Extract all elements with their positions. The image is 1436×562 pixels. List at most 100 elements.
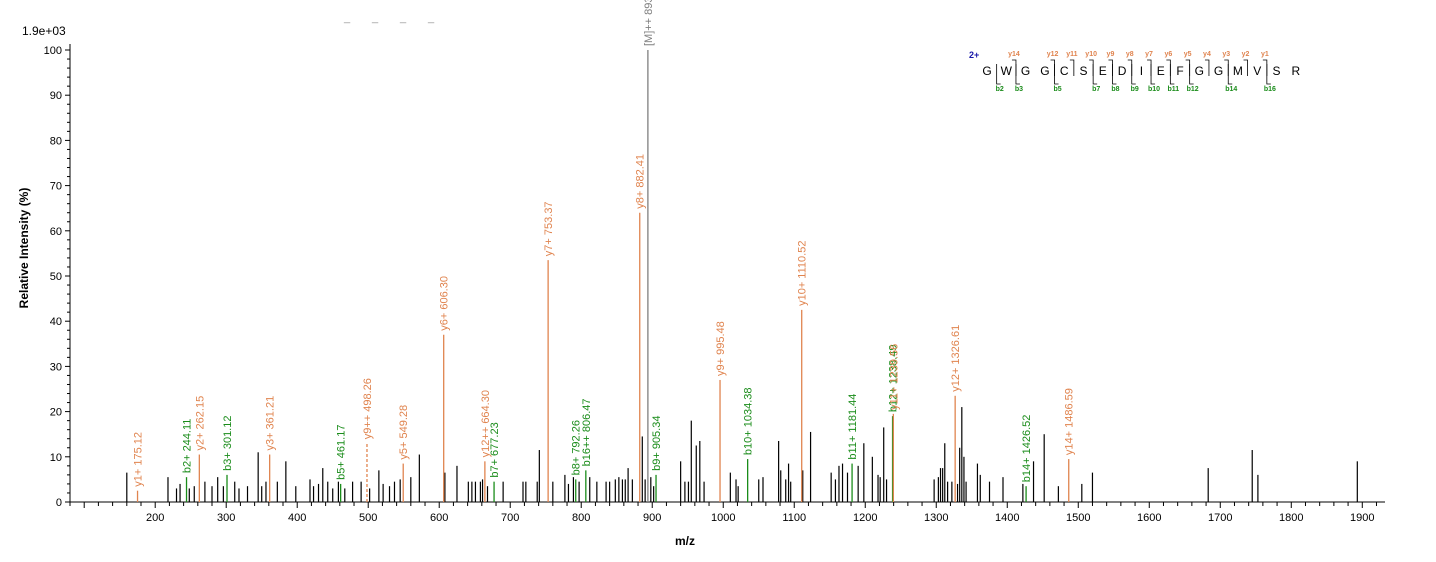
sequence-residue: M: [1233, 64, 1243, 78]
b-ion-bracket: [1189, 64, 1194, 85]
y-ion-peak-label: y6+ 606.30: [439, 276, 451, 331]
x-tick-label: 700: [501, 512, 519, 524]
b-ion-marker: b12: [1187, 86, 1199, 93]
y-tick-label: 50: [50, 271, 62, 283]
y-ion-peak-label: y8+ 882.41: [635, 154, 647, 209]
sequence-residue: S: [1079, 64, 1087, 78]
y-ion-marker: y1: [1261, 51, 1269, 58]
b-ion-peak-label: b3+ 301.12: [222, 416, 234, 471]
b-ion-peak-label: b10+ 1034.38: [743, 387, 755, 455]
y-ion-bracket: [1185, 59, 1191, 76]
y-ion-bracket: [1224, 59, 1229, 76]
sequence-residue: G: [1021, 64, 1030, 78]
y-tick-label: 70: [50, 181, 62, 193]
y-ion-peak-label: y10+ 1110.52: [797, 241, 809, 306]
y-ion-peak-label: y9++ 498.26: [362, 378, 374, 439]
b-ion-marker: b10: [1148, 86, 1160, 93]
b-ion-bracket: [1092, 64, 1098, 85]
y-tick-label: 20: [50, 407, 62, 419]
b-ion-peak-label: b11+ 1181.44: [847, 394, 859, 460]
precursor-ion-peak-label: [M]++ 893.88: [643, 0, 655, 46]
sequence-residue: V: [1253, 64, 1261, 78]
b-ion-bracket: [1227, 64, 1233, 85]
y-tick-label: 0: [56, 497, 62, 509]
b-ion-marker: b2: [996, 86, 1004, 93]
x-tick-label: 1000: [711, 512, 735, 524]
sequence-residue: D: [1118, 64, 1127, 78]
sequence-residue: C: [1060, 64, 1069, 78]
x-tick-label: 1800: [1279, 512, 1303, 524]
y-tick-label: 80: [50, 135, 62, 147]
y-tick-label: 90: [50, 90, 62, 102]
y-ion-marker: y4: [1203, 51, 1211, 58]
y-ion-bracket: [1011, 59, 1017, 76]
y-ion-bracket: [1127, 59, 1133, 76]
y-ion-peak-label: y3+ 361.21: [265, 396, 277, 451]
y-ion-marker: y8: [1126, 51, 1134, 58]
sequence-residue: W: [1001, 64, 1013, 78]
y-ion-marker: y3: [1222, 51, 1230, 58]
b-ion-peak-label: b8+ 792.26: [571, 420, 583, 475]
y-ion-marker: y14: [1008, 51, 1020, 58]
x-axis: 200 300 400 500 600 700 800 900 1000 1100 1200 1300…: [69, 501, 1385, 524]
y-tick-label: 40: [50, 316, 62, 328]
b-ion-peak-label: b2+ 244.11: [182, 419, 194, 474]
y-ion-marker: y12: [1047, 51, 1059, 58]
x-tick-label: 1700: [1208, 512, 1232, 524]
y-tick-label: 30: [50, 361, 62, 373]
b-ion-bracket: [1054, 64, 1059, 85]
b-ion-marker: b9: [1131, 86, 1139, 93]
x-tick-label: 900: [643, 512, 661, 524]
y-ion-bracket: [1089, 59, 1094, 76]
y-axis-title: Relative Intensity (%): [17, 188, 31, 309]
y-tick-label: 60: [50, 226, 62, 238]
x-tick-label: 400: [288, 512, 306, 524]
b-ion-marker: b3: [1015, 86, 1023, 93]
sequence-residue: G: [982, 64, 991, 78]
y-ion-peak-label: y12++ 664.30: [480, 390, 492, 457]
b-ion-bracket: [1015, 64, 1020, 85]
y-ion-bracket: [1262, 59, 1268, 76]
y-tick-label: 10: [50, 452, 62, 464]
x-tick-label: 1200: [853, 512, 877, 524]
x-tick-label: 1900: [1350, 512, 1374, 524]
x-tick-label: 1600: [1137, 512, 1161, 524]
b-ion-bracket: [996, 64, 1001, 85]
b-ion-marker: b14: [1225, 86, 1237, 93]
top-noise-mark: _: [399, 12, 407, 24]
sequence-residue: S: [1272, 64, 1280, 78]
b-ion-peak-label: b16++ 806.47: [581, 398, 593, 466]
y-ion-marker: y10: [1085, 51, 1097, 58]
x-tick-label: 1500: [1066, 512, 1090, 524]
y-ion-marker: y11: [1066, 51, 1077, 58]
b-ion-marker: b8: [1111, 86, 1119, 93]
b-ion-marker: b5: [1053, 86, 1061, 93]
top-noise-marks: _ _ _ _: [343, 12, 435, 24]
x-tick-label: 1100: [782, 512, 806, 524]
y-ion-peak-label: y11+ 1239.56: [888, 344, 900, 410]
y-ion-peak-label: y14+ 1486.59: [1064, 388, 1076, 455]
b-ion-marker: b16: [1264, 86, 1276, 93]
x-tick-label: 500: [359, 512, 377, 524]
sequence-residue: G: [1040, 64, 1049, 78]
y-ion-peak-label: y7+ 753.37: [543, 201, 555, 256]
peaks-layer: [126, 50, 1358, 502]
x-tick-label: 600: [430, 512, 448, 524]
y-ion-marker: y6: [1164, 51, 1172, 58]
b-ion-bracket: [1169, 64, 1175, 85]
x-tick-label: 1400: [995, 512, 1019, 524]
y-ion-marker: y2: [1242, 51, 1250, 58]
b-ion-bracket: [1150, 64, 1156, 85]
peak-labels-layer: y1+ 175.12 b2+ 244.11 y2+ 262.15 b3+ 301.12…: [133, 0, 1076, 487]
top-noise-mark: _: [427, 12, 435, 24]
b-ion-peak-label: b7+ 677.23: [489, 422, 501, 477]
y-ion-bracket: [1243, 59, 1248, 76]
b-ion-marker: b7: [1092, 86, 1100, 93]
x-tick-label: 300: [217, 512, 235, 524]
top-noise-mark: _: [343, 12, 351, 24]
y-ion-bracket: [1108, 59, 1113, 76]
sequence-residue: G: [1214, 64, 1223, 78]
y-axis: 0 10 20 30 40 50 60 70 80 90 100: [44, 44, 71, 509]
y-ion-marker: y5: [1184, 51, 1192, 58]
